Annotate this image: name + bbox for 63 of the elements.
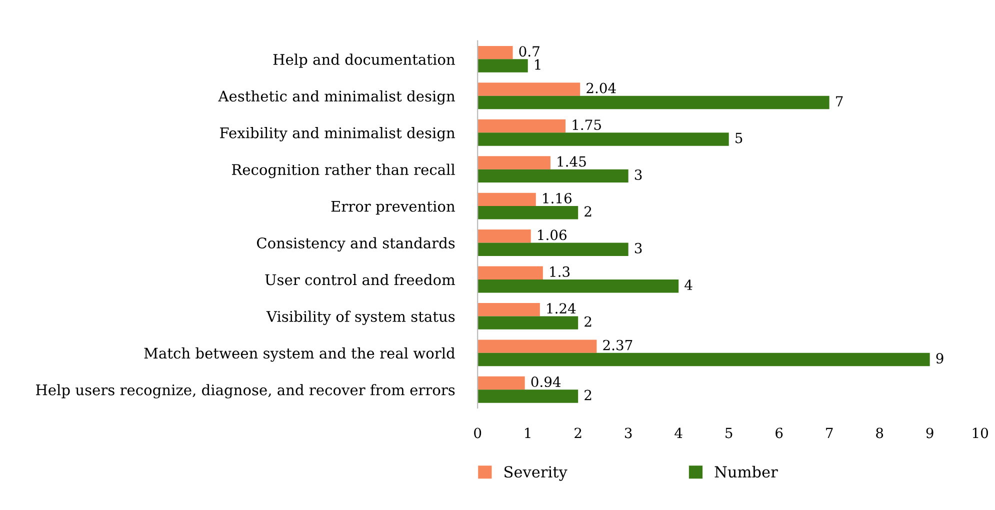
x-tick-label: 8 <box>876 428 884 438</box>
data-label: 3 <box>634 242 642 254</box>
data-label: 2 <box>584 390 592 400</box>
bar <box>478 169 628 183</box>
bar <box>478 316 578 330</box>
bar <box>478 82 580 96</box>
data-label: 7 <box>836 96 843 106</box>
data-label: 1.06 <box>538 230 566 240</box>
bar <box>478 59 528 72</box>
y-tick-label: Help and documentation <box>273 54 455 68</box>
y-tick-label: Recognition rather than recall <box>232 164 455 178</box>
y-tick-label: Help users recognize, diagnose, and recover from errors <box>36 384 455 398</box>
data-label: 2.04 <box>586 82 616 94</box>
bar <box>478 206 578 220</box>
bar <box>478 266 543 280</box>
x-tick-label: 10 <box>972 428 988 438</box>
y-tick-label: User control and freedom <box>265 274 455 286</box>
data-label: 0.94 <box>531 376 561 388</box>
data-label: 0.7 <box>519 46 540 57</box>
bar <box>478 279 679 293</box>
y-tick-label: Error prevention <box>331 200 455 215</box>
x-tick-label: 1 <box>525 428 530 438</box>
x-tick-label: 0 <box>474 428 482 438</box>
x-tick-label: 9 <box>926 428 934 438</box>
bar <box>478 192 536 206</box>
data-label: 1.75 <box>572 120 601 130</box>
data-label: 2 <box>584 316 592 327</box>
data-label: 5 <box>736 132 742 144</box>
y-tick-label: Fexibility and minimalist design <box>220 127 455 142</box>
bar <box>478 132 729 146</box>
x-tick-label: 3 <box>624 428 632 438</box>
bar <box>478 46 513 60</box>
bar <box>478 340 597 353</box>
bar <box>478 96 830 110</box>
legend-label: Number <box>714 466 778 478</box>
x-tick-label: 6 <box>776 428 783 438</box>
y-tick-label: Visibility of system status <box>266 310 455 325</box>
x-tick-label: 2 <box>574 428 582 438</box>
bar <box>478 376 525 390</box>
bar <box>478 242 628 256</box>
bar <box>478 156 550 170</box>
data-label: 9 <box>936 353 944 364</box>
x-tick-label: 7 <box>826 428 833 438</box>
x-tick-label: 5 <box>726 428 732 438</box>
data-label: 1.24 <box>547 303 576 314</box>
legend-label: Severity <box>504 466 568 481</box>
bar <box>478 302 540 316</box>
data-label: 3 <box>634 169 642 180</box>
bar <box>478 352 930 366</box>
y-tick-label: Aesthetic and minimalist design <box>218 90 455 105</box>
bar <box>478 230 531 243</box>
data-label: 1.3 <box>550 266 570 277</box>
data-label: 2.37 <box>603 340 632 350</box>
x-tick-label: 4 <box>674 428 682 438</box>
data-label: 1 <box>535 59 540 70</box>
bar <box>478 390 578 403</box>
data-label: 4 <box>684 280 692 290</box>
data-label: 2 <box>584 206 592 216</box>
data-label: 1.45 <box>558 156 586 167</box>
bar <box>478 119 566 133</box>
data-label: 1.16 <box>543 192 572 204</box>
y-tick-label: Consistency and standards <box>257 237 455 252</box>
y-tick-label: Match between system and the real world <box>144 347 455 362</box>
